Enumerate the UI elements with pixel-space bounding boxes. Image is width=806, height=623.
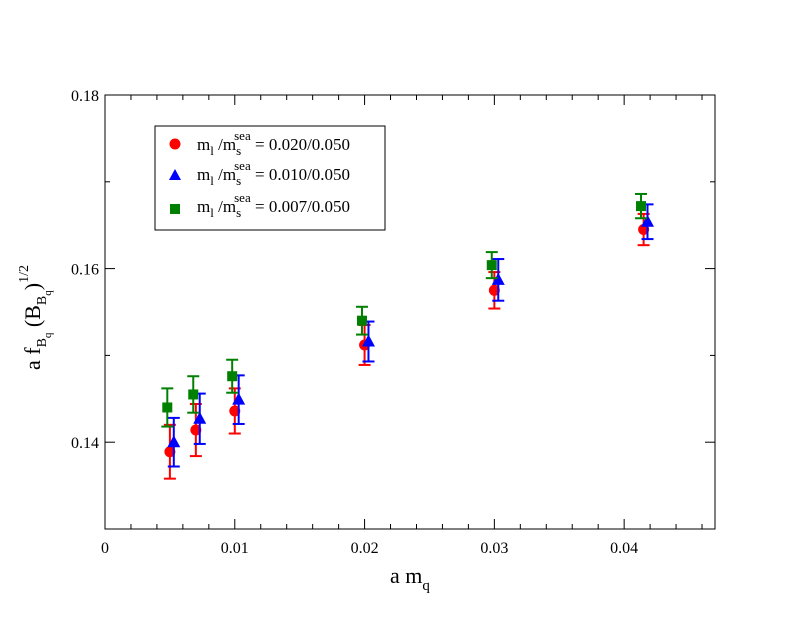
x-tick-label: 0.02	[351, 540, 379, 557]
y-label-fsub1: B	[35, 338, 50, 347]
data-point-square	[486, 260, 497, 271]
y-label-fsub2: q	[42, 332, 54, 338]
y-label-a: a f	[20, 347, 45, 370]
series-1	[163, 212, 650, 480]
data-point-circle	[638, 224, 650, 236]
y-tick-label: 0.16	[71, 262, 99, 279]
y-tick-label: 0.14	[71, 435, 99, 452]
data-point-square	[636, 201, 647, 212]
data-point-circle	[164, 446, 176, 458]
data-point-square	[356, 315, 367, 326]
x-axis-label-sub: q	[422, 578, 430, 594]
data-point-square	[162, 402, 173, 413]
x-tick-label: 0.04	[610, 540, 638, 557]
y-label-power: 1/2	[17, 265, 32, 283]
y-tick-label: 0.18	[71, 88, 99, 105]
plot-frame	[104, 94, 716, 530]
y-label-paren-close: )	[20, 283, 45, 290]
legend-entry-1: ml /mssea = 0.020/0.050	[197, 128, 350, 158]
tick-labels: 0 0.01 0.02 0.03 0.04 0.14 0.16 0.18	[71, 88, 638, 557]
legend-entry-3: ml /mssea = 0.007/0.050	[197, 190, 350, 220]
data-point-circle	[488, 284, 500, 296]
legend-marker-series-2	[169, 169, 181, 180]
x-axis-label: a mq	[390, 563, 430, 594]
data-markers	[161, 192, 655, 480]
data-point-triangle	[491, 272, 505, 285]
axis-ticks	[104, 94, 715, 530]
legend-box	[154, 125, 386, 231]
y-label-bsub2: q	[42, 290, 54, 296]
y-label-paren-open: (B	[20, 305, 45, 333]
data-point-triangle	[641, 214, 655, 227]
data-point-square	[227, 371, 238, 382]
x-tick-label: 0.03	[480, 540, 508, 557]
data-point-triangle	[193, 411, 207, 424]
data-point-circle	[190, 424, 202, 436]
legend-entry-2: ml /mssea = 0.010/0.050	[197, 158, 350, 188]
legend-marker-series-1	[169, 138, 181, 150]
x-tick-label: 0	[101, 540, 109, 557]
data-point-triangle	[232, 392, 246, 405]
x-axis-label-main: a m	[390, 563, 422, 588]
data-point-triangle	[361, 334, 375, 347]
series-3	[161, 192, 648, 428]
data-point-triangle	[167, 435, 181, 448]
data-point-circle	[229, 405, 241, 417]
legend: ml /mssea = 0.020/0.050 ml /mssea = 0.01…	[154, 125, 386, 231]
y-label-bsub1: B	[35, 296, 50, 305]
y-axis-label: a fBq (BBq)1/2	[17, 265, 54, 370]
x-tick-label: 0.01	[221, 540, 249, 557]
data-point-square	[188, 389, 199, 400]
legend-marker-series-3	[170, 204, 180, 214]
series-2	[167, 203, 655, 468]
